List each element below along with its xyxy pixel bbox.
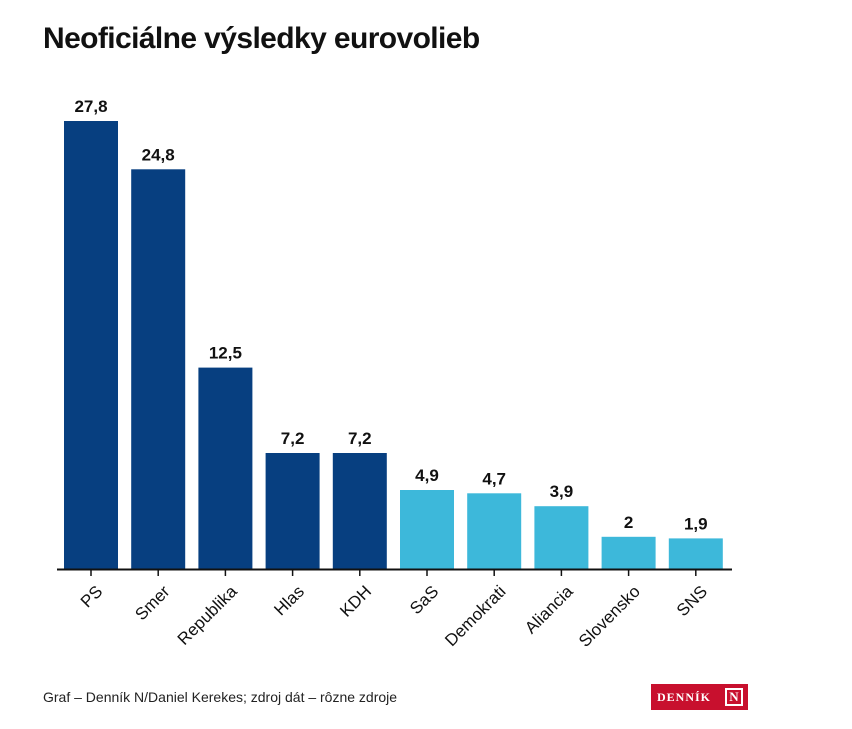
value-label-smer: 24,8 — [142, 145, 175, 164]
x-tick-label-republika: Republika — [174, 581, 241, 648]
value-label-ps: 27,8 — [74, 97, 107, 116]
value-label-sas: 4,9 — [415, 466, 439, 485]
x-tick-label-slovensko: Slovensko — [575, 582, 644, 651]
bar-demokrati — [467, 493, 522, 569]
x-tick-label-kdh: KDH — [336, 582, 375, 621]
x-tick-label-hlas: Hlas — [270, 582, 307, 619]
bar-slovensko — [601, 536, 656, 569]
value-label-slovensko: 2 — [624, 513, 633, 532]
value-label-aliancia: 3,9 — [550, 482, 574, 501]
bar-republika — [198, 367, 253, 569]
value-label-hlas: 7,2 — [281, 429, 305, 448]
x-tick-label-aliancia: Aliancia — [521, 582, 577, 638]
bar-ps — [64, 121, 118, 569]
chart-title: Neoficiálne výsledky eurovolieb — [43, 22, 480, 55]
bar-kdh — [332, 453, 387, 569]
logo-wordmark: DENNÍK — [657, 689, 712, 704]
bar-smer — [131, 169, 186, 570]
x-tick-label-smer: Smer — [131, 582, 173, 624]
source-credit: Graf – Denník N/Daniel Kerekes; zdroj dá… — [43, 689, 398, 705]
value-label-sns: 1,9 — [684, 514, 708, 533]
x-tick-label-demokrati: Demokrati — [441, 582, 509, 650]
logo-n-mark: N — [725, 688, 743, 706]
value-labels-group: 27,8 24,8 12,5 7,2 7,2 4,9 4,7 3,9 2 1,9 — [74, 97, 707, 533]
value-label-kdh: 7,2 — [348, 429, 372, 448]
bar-sns — [668, 538, 723, 569]
value-label-demokrati: 4,7 — [482, 469, 506, 488]
value-label-republika: 12,5 — [209, 344, 242, 363]
dennik-n-logo: DENNÍK N — [651, 684, 748, 710]
x-tick-label-sas: SaS — [406, 582, 442, 618]
bar-aliancia — [534, 506, 589, 569]
bars-group — [64, 121, 723, 570]
x-tick-label-sns: SNS — [673, 582, 711, 620]
x-tick-label-ps: PS — [77, 582, 106, 611]
bar-hlas — [265, 453, 320, 569]
x-ticks-group — [90, 569, 697, 576]
bar-sas — [400, 490, 454, 569]
